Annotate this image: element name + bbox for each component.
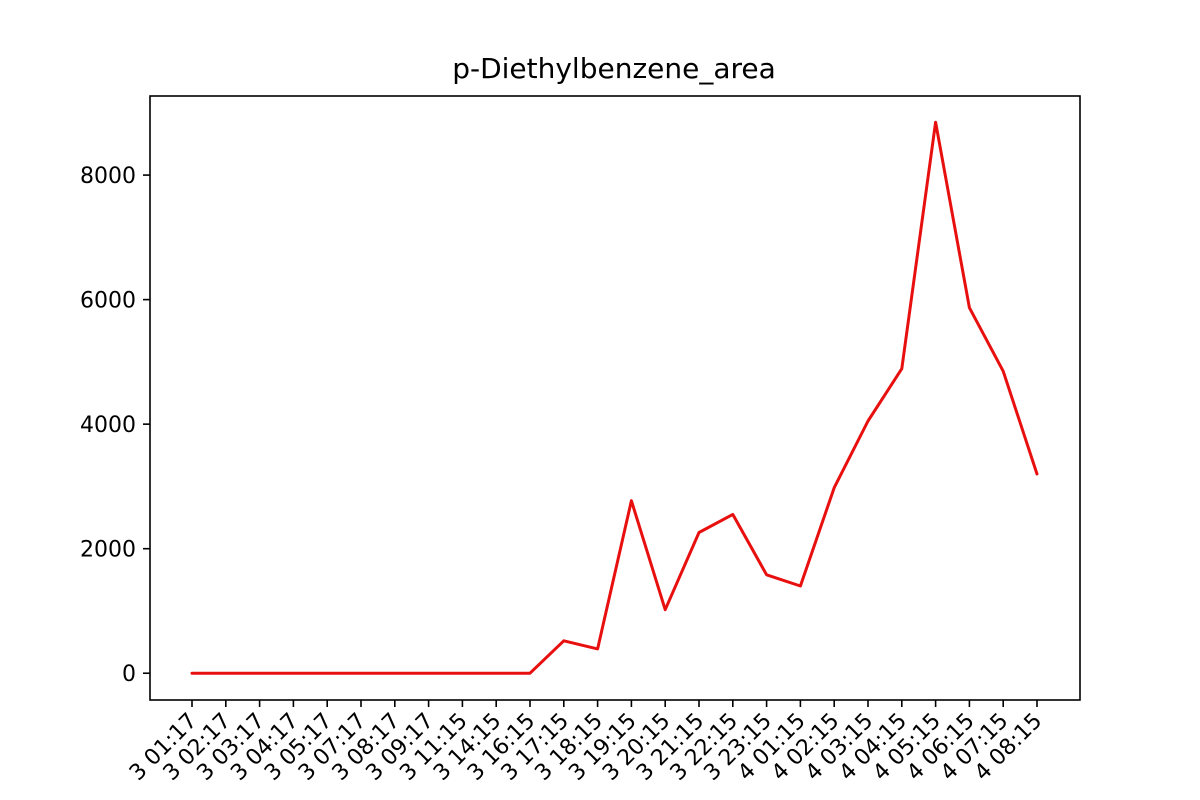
y-tick-label: 4000 xyxy=(80,413,136,438)
y-tick-label: 2000 xyxy=(80,538,136,563)
y-axis: 0 2000 4000 6000 8000 xyxy=(80,164,150,687)
chart-title: p-Diethylbenzene_area xyxy=(452,52,776,85)
series-line xyxy=(190,120,1039,675)
y-tick-label: 0 xyxy=(122,662,136,687)
y-tick-label: 6000 xyxy=(80,289,136,314)
series-group xyxy=(190,120,1039,675)
y-tick-label: 8000 xyxy=(80,164,136,189)
x-axis: 3 01:173 02:173 03:173 04:173 05:173 07:… xyxy=(125,700,1047,786)
plot-frame xyxy=(149,95,1081,701)
